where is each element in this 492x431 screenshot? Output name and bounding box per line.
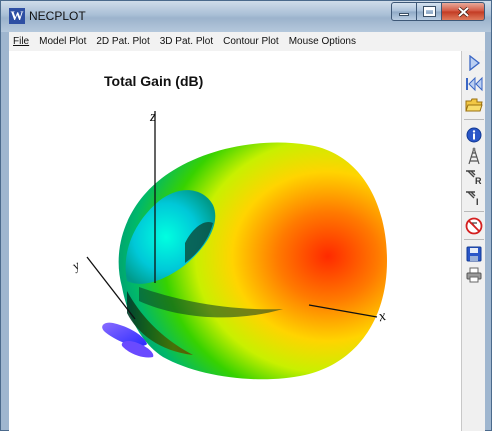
- toolbar-separator: [464, 119, 484, 120]
- plot-title: Total Gain (dB): [104, 73, 204, 89]
- svg-text:I: I: [476, 197, 479, 207]
- plot-canvas[interactable]: Total Gain (dB): [9, 51, 461, 431]
- pattern-body: [102, 142, 388, 380]
- open-button[interactable]: [465, 96, 483, 114]
- no-antenna-icon: [465, 217, 483, 235]
- play-button[interactable]: [465, 54, 483, 72]
- z-axis-label: z: [149, 109, 156, 125]
- window-title: NECPLOT: [29, 9, 86, 23]
- svg-text:R: R: [475, 176, 482, 186]
- menu-contour-plot[interactable]: Contour Plot: [223, 36, 279, 47]
- minimize-icon: [399, 13, 409, 16]
- axes: [86, 111, 378, 320]
- menu-bar: File Model Plot 2D Pat. Plot 3D Pat. Plo…: [9, 32, 485, 51]
- close-icon: [457, 6, 469, 17]
- print-icon: [466, 267, 482, 283]
- app-icon: W: [9, 8, 25, 24]
- maximize-icon: [422, 6, 436, 17]
- y-axis-label: y: [68, 257, 82, 274]
- antenna-icon: [468, 147, 480, 165]
- antenna-r-icon: R: [466, 170, 482, 186]
- info-button[interactable]: [465, 126, 483, 144]
- menu-mouse-options[interactable]: Mouse Options: [288, 36, 356, 47]
- minimize-button[interactable]: [391, 2, 417, 21]
- play-icon: [469, 55, 481, 71]
- menu-file[interactable]: File: [13, 36, 30, 47]
- no-antenna-button[interactable]: [465, 217, 483, 235]
- 3d-gain-pattern: z y x: [68, 109, 388, 380]
- maximize-button[interactable]: [417, 2, 442, 21]
- antenna-i-icon: I: [466, 191, 479, 207]
- rewind-button[interactable]: [465, 75, 483, 93]
- print-button[interactable]: [465, 266, 483, 284]
- menu-model-plot[interactable]: Model Plot: [39, 36, 87, 47]
- antenna-button[interactable]: [465, 147, 483, 165]
- side-toolbar: R I: [461, 51, 485, 431]
- window-controls: [391, 2, 485, 21]
- antenna-i-button[interactable]: I: [465, 189, 483, 207]
- close-button[interactable]: [442, 2, 485, 21]
- rewind-icon: [466, 76, 483, 92]
- menu-3d-pat-plot[interactable]: 3D Pat. Plot: [159, 36, 214, 47]
- toolbar-separator: [464, 211, 484, 212]
- antenna-r-button[interactable]: R: [465, 168, 483, 186]
- x-axis-label: x: [376, 308, 388, 326]
- save-button[interactable]: [465, 245, 483, 263]
- toolbar-separator: [464, 239, 484, 240]
- open-folder-icon: [465, 98, 483, 112]
- title-bar[interactable]: W NECPLOT: [1, 1, 491, 32]
- menu-2d-pat-plot[interactable]: 2D Pat. Plot: [96, 36, 150, 47]
- save-icon: [466, 246, 482, 262]
- info-icon: [466, 127, 482, 143]
